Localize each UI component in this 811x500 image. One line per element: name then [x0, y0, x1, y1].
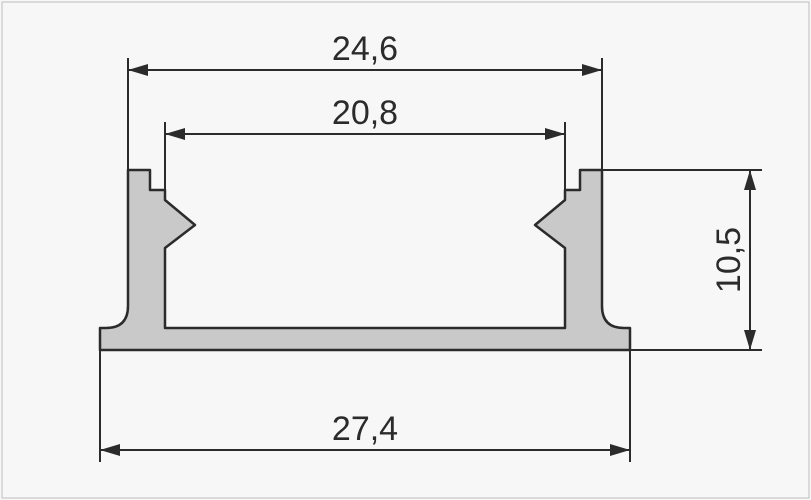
profile-body [100, 170, 630, 350]
dim-bottom-label: 27,4 [332, 410, 398, 448]
technical-drawing: 24,6 20,8 27,4 10,5 [0, 0, 811, 500]
profile-cross-section [100, 170, 630, 350]
dim-right-label: 10,5 [710, 227, 748, 293]
dim-top-outer-label: 24,6 [332, 30, 398, 68]
dim-right: 10,5 [602, 170, 762, 350]
dim-top-inner-label: 20,8 [332, 94, 398, 132]
dim-top-inner: 20,8 [165, 94, 565, 190]
frame-border [2, 2, 809, 498]
dim-bottom: 27,4 [100, 350, 630, 462]
